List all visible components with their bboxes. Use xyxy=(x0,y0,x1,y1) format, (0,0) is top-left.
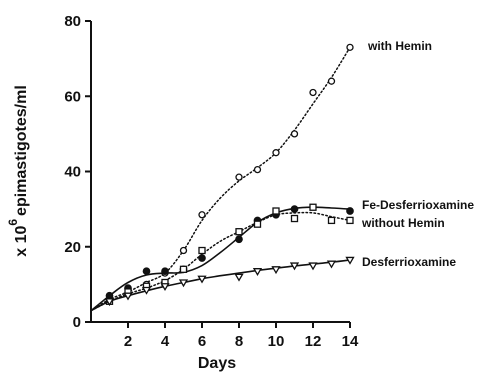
series-line xyxy=(90,211,351,312)
plot-area xyxy=(90,43,355,312)
y-tick-label: 60 xyxy=(64,88,81,105)
x-tick-label: 12 xyxy=(305,333,322,350)
data-point xyxy=(198,246,206,255)
data-point xyxy=(253,165,262,174)
data-point xyxy=(290,205,299,213)
series-line xyxy=(90,259,351,312)
data-point xyxy=(252,268,263,276)
x-tick-label: 10 xyxy=(268,333,285,350)
data-point xyxy=(290,130,299,138)
data-point xyxy=(141,286,152,295)
data-point xyxy=(290,214,299,223)
data-point xyxy=(346,43,354,51)
data-point xyxy=(308,262,318,271)
label-fe-desferrioxamine: Fe-Desferrioxamine xyxy=(362,198,474,212)
label-without-hemin: without Hemin xyxy=(361,216,445,230)
data-point xyxy=(253,220,262,228)
series-with-hemin xyxy=(90,43,354,312)
data-point xyxy=(161,267,169,276)
y-tick-label: 20 xyxy=(64,239,81,256)
series-line xyxy=(90,46,351,312)
data-point xyxy=(235,235,243,244)
svg-text:x 106epimastigotes/ml: x 106 epimastigotes/ml xyxy=(6,85,30,257)
data-point xyxy=(272,149,280,157)
data-point xyxy=(197,275,207,284)
data-point xyxy=(179,265,188,273)
x-ticks: 2 4 6 8 10 12 14 xyxy=(124,322,359,350)
series-line xyxy=(90,206,351,312)
data-point xyxy=(142,267,151,276)
data-point xyxy=(235,228,243,236)
data-point xyxy=(234,273,244,282)
data-point xyxy=(309,203,317,211)
data-point xyxy=(327,216,336,225)
data-point xyxy=(346,216,354,225)
data-point xyxy=(160,283,170,292)
data-point xyxy=(123,292,133,301)
x-tick-label: 8 xyxy=(235,333,243,350)
data-point xyxy=(309,88,317,97)
x-tick-label: 2 xyxy=(124,333,132,350)
data-point xyxy=(326,260,337,269)
y-tick-label: 40 xyxy=(64,164,81,181)
data-point xyxy=(327,77,336,85)
y-axis-title-scale: x 10 xyxy=(13,226,30,257)
axes xyxy=(90,21,350,323)
y-axis-title-exponent: 6 xyxy=(6,219,20,226)
data-point xyxy=(289,262,300,271)
y-ticks: 0 20 40 60 80 xyxy=(64,13,91,331)
x-tick-label: 6 xyxy=(198,333,206,350)
data-point xyxy=(346,207,354,215)
data-point xyxy=(271,266,281,275)
y-axis-title: x 106 epimastigotes/ml xyxy=(6,85,30,257)
data-point xyxy=(104,298,115,307)
y-axis-title-unit: epimastigotes/ml xyxy=(13,85,30,216)
data-point xyxy=(198,211,206,219)
data-point xyxy=(179,246,188,255)
label-desferrioxamine: Desferrioxamine xyxy=(362,255,456,269)
x-axis-title: Days xyxy=(198,355,236,372)
x-tick-label: 14 xyxy=(342,333,359,350)
series-without-hemin xyxy=(90,203,354,312)
series-desferrioxamine xyxy=(90,256,355,312)
data-point xyxy=(178,279,189,288)
data-point xyxy=(235,173,243,181)
data-point xyxy=(345,256,355,265)
x-tick-label: 4 xyxy=(161,333,170,350)
data-point xyxy=(198,254,206,262)
series-fe-desferrioxamine xyxy=(90,205,354,312)
y-tick-label: 0 xyxy=(73,314,81,331)
y-tick-label: 80 xyxy=(64,13,81,30)
data-point xyxy=(272,207,280,215)
label-with-hemin: with Hemin xyxy=(367,39,432,53)
